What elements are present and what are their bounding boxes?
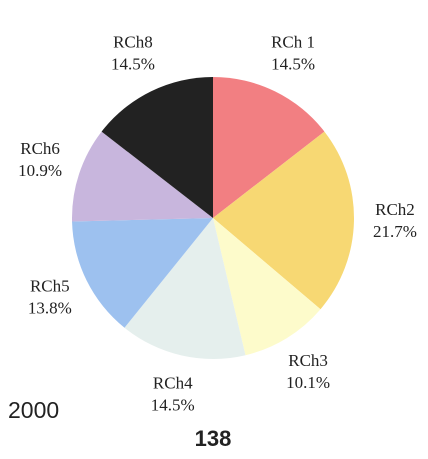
slice-percent: 21.7% <box>373 222 417 241</box>
slice-name: RCh3 <box>288 351 328 370</box>
slice-percent: 14.5% <box>151 395 195 414</box>
slice-percent: 13.8% <box>28 298 72 317</box>
slice-name: RCh6 <box>20 139 60 158</box>
pie-slice <box>124 218 246 359</box>
year-annotation: 2000 <box>8 397 59 423</box>
slice-name: RCh2 <box>375 200 415 219</box>
pie-slice <box>72 218 214 328</box>
slice-percent: 10.9% <box>18 161 62 180</box>
slice-name: RCh8 <box>113 32 153 51</box>
pie-slice <box>101 77 213 218</box>
slice-name: RCh5 <box>30 276 70 295</box>
slice-percent: 14.5% <box>271 54 315 73</box>
count-annotation: 138 <box>195 426 232 451</box>
slice-percent: 14.5% <box>111 54 155 73</box>
slice-name: RCh 1 <box>271 32 315 51</box>
pie-slice <box>213 77 325 218</box>
pie-slice <box>213 218 321 356</box>
slice-percent: 10.1% <box>286 373 330 392</box>
pie-slice <box>72 131 213 222</box>
slice-name: RCh4 <box>153 373 193 392</box>
pie-slice <box>213 131 355 310</box>
